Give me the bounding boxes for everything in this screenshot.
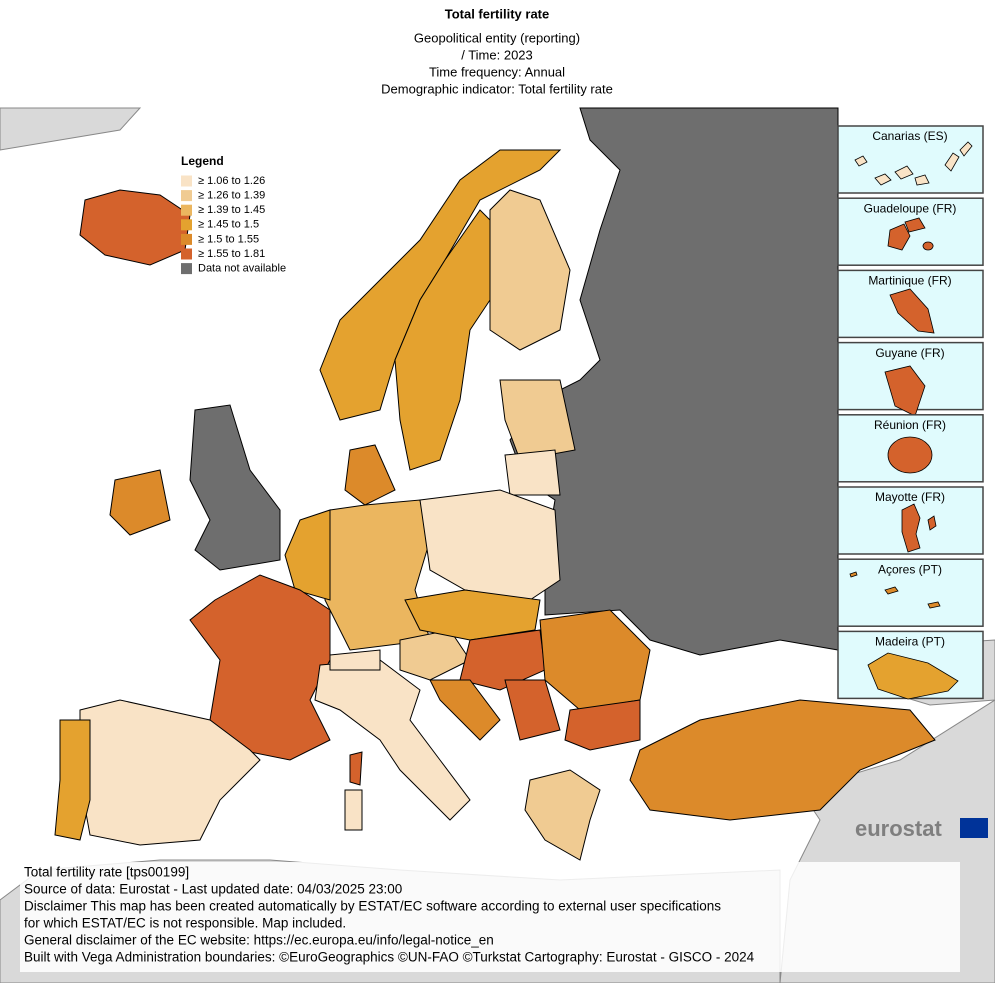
subtitle-line: Time frequency: Annual	[429, 64, 565, 79]
legend-swatch	[181, 219, 192, 231]
inset-region	[854, 141, 973, 186]
country	[504, 449, 561, 496]
country	[344, 444, 396, 506]
title: Total fertility rate	[445, 6, 550, 21]
country	[419, 489, 561, 601]
inset-label: Réunion (FR)	[874, 418, 946, 432]
legend-swatch	[181, 204, 192, 216]
inset-label: Guyane (FR)	[875, 346, 944, 360]
legend-swatch	[181, 248, 192, 260]
legend-label: Data not available	[198, 263, 286, 275]
country	[189, 404, 281, 571]
country	[504, 679, 561, 741]
country	[329, 649, 381, 671]
country	[284, 509, 331, 601]
country	[314, 659, 471, 821]
inset-label: Guadeloupe (FR)	[864, 201, 957, 215]
country	[344, 789, 363, 831]
inset-label: Canarias (ES)	[872, 129, 947, 143]
inset-label: Martinique (FR)	[868, 274, 951, 288]
inset-label: Madeira (PT)	[875, 635, 945, 649]
subtitle: Geopolitical entity (reporting) / Time: 2…	[381, 30, 613, 96]
footer-line: Total fertility rate [tps00199]	[24, 865, 189, 880]
country	[629, 699, 936, 821]
inset-region	[849, 571, 941, 609]
legend-label: ≥ 1.26 to 1.39	[198, 190, 265, 202]
country	[394, 209, 501, 471]
country	[54, 719, 91, 841]
footer-line: Source of data: Eurostat - Last updated …	[24, 882, 402, 897]
country	[349, 751, 363, 786]
country	[189, 574, 331, 761]
legend-label: ≥ 1.55 to 1.81	[198, 248, 265, 260]
inset-region	[887, 217, 934, 251]
inset-box	[837, 558, 984, 627]
country	[489, 189, 571, 351]
footer-line: for which ESTAT/EC is not responsible. M…	[24, 916, 346, 931]
greenland	[0, 107, 142, 151]
legend-swatch	[181, 233, 192, 245]
country	[404, 589, 541, 641]
inset-region	[889, 288, 935, 334]
footer-line: Built with Vega Administration boundarie…	[24, 950, 755, 965]
inset-region	[884, 365, 926, 417]
footer-box	[20, 862, 960, 972]
subtitle-line: Demographic indicator: Total fertility r…	[381, 81, 613, 96]
legend-label: ≥ 1.06 to 1.26	[198, 175, 265, 187]
inset-region	[887, 436, 933, 474]
legend-swatch	[181, 190, 192, 202]
footer: Total fertility rate [tps00199] Source of…	[24, 865, 755, 965]
country	[319, 149, 562, 421]
legend-title: Legend	[181, 154, 224, 168]
country	[429, 679, 501, 741]
inset-label: Açores (PT)	[878, 562, 942, 576]
footer-line: General disclaimer of the EC website: ht…	[24, 933, 494, 948]
legend-label: ≥ 1.39 to 1.45	[198, 204, 265, 216]
footer-line: Disclaimer This map has been created aut…	[24, 899, 721, 914]
legend-swatch	[181, 263, 192, 275]
subtitle-line: Geopolitical entity (reporting)	[414, 30, 580, 45]
legend-swatch	[181, 175, 192, 187]
eu-flag	[960, 818, 988, 838]
logo: eurostat	[855, 816, 942, 841]
country	[524, 769, 601, 861]
subtitle-line: / Time: 2023	[461, 47, 533, 62]
inset-region	[867, 652, 959, 700]
country	[564, 699, 641, 751]
legend-label: ≥ 1.5 to 1.55	[198, 233, 259, 245]
country	[109, 469, 171, 536]
legend: Legend ≥ 1.06 to 1.26 ≥ 1.26 to 1.39 ≥ 1.3…	[181, 154, 286, 275]
legend-label: ≥ 1.45 to 1.5	[198, 219, 259, 231]
inset-region	[901, 503, 937, 553]
insets: Canarias (ES) Guadeloupe (FR) Martinique (…	[837, 125, 984, 700]
inset-label: Mayotte (FR)	[875, 490, 945, 504]
country	[79, 699, 261, 846]
country	[324, 499, 431, 651]
